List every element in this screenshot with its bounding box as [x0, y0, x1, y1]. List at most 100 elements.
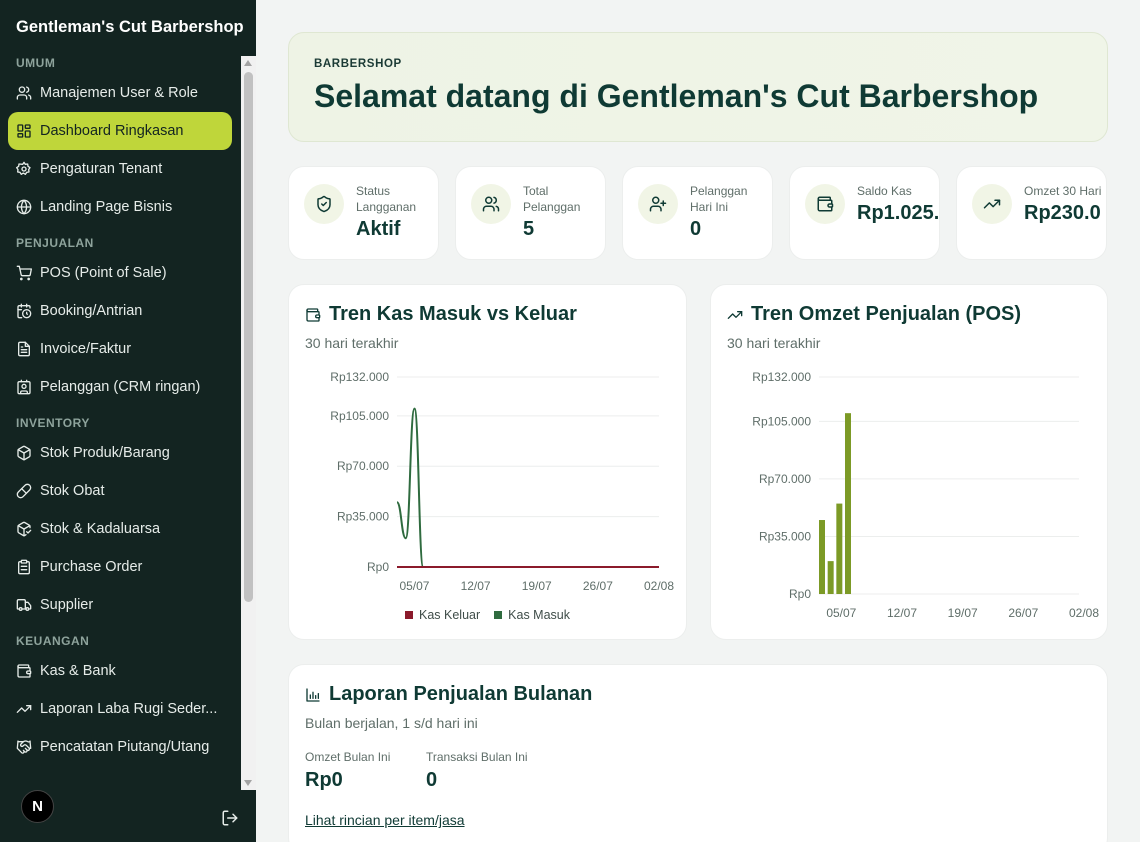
x-tick-label: 05/07 — [826, 606, 856, 620]
sidebar-item-booking-antrian[interactable]: Booking/Antrian — [8, 292, 232, 330]
monthly-report-title-text: Laporan Penjualan Bulanan — [329, 683, 593, 705]
gear-icon — [16, 161, 32, 177]
y-tick-label: Rp0 — [789, 587, 811, 601]
monthly-report-card: Laporan Penjualan Bulanan Bulan berjalan… — [288, 664, 1108, 842]
stat-label: Omzet 30 Hari — [1024, 183, 1101, 199]
sidebar-item-dashboard-ringkasan[interactable]: Dashboard Ringkasan — [8, 112, 232, 150]
sidebar-item-supplier[interactable]: Supplier — [8, 586, 232, 624]
legend-label-kas-masuk: Kas Masuk — [508, 608, 570, 622]
page-title: Selamat datang di Gentleman's Cut Barber… — [314, 78, 1039, 114]
sidebar-item-laporan-laba-rugi-seder[interactable]: Laporan Laba Rugi Seder... — [8, 690, 232, 728]
sidebar-item-label: Stok Produk/Barang — [40, 445, 170, 461]
x-tick-label: 02/08 — [1069, 606, 1099, 620]
cash-trend-legend: Kas Keluar Kas Masuk — [289, 608, 686, 622]
scroll-up-icon[interactable] — [244, 60, 252, 66]
sidebar-item-label: Stok & Kadaluarsa — [40, 521, 161, 537]
users-icon — [16, 85, 32, 101]
shield-check-icon — [304, 184, 344, 224]
x-tick-label: 26/07 — [1008, 606, 1038, 620]
stat-label-line: Omzet 30 Hari — [1024, 184, 1102, 198]
sidebar-item-purchase-order[interactable]: Purchase Order — [8, 548, 232, 586]
users-icon — [471, 184, 511, 224]
sidebar-item-label: Purchase Order — [40, 559, 143, 575]
stat-label: Saldo Kas — [857, 183, 912, 199]
scrollbar-thumb[interactable] — [244, 72, 253, 602]
bar — [836, 503, 843, 594]
scroll-down-icon[interactable] — [244, 780, 252, 786]
logout-icon[interactable] — [221, 809, 239, 827]
sidebar-item-label: Pencatatan Piutang/Utang — [40, 739, 210, 755]
stat-label: Status Langganan — [356, 183, 416, 215]
sidebar-item-pelanggan-crm-ringan[interactable]: Pelanggan (CRM ringan) — [8, 368, 232, 406]
stat-label: Pelanggan Hari Ini — [690, 183, 747, 215]
sidebar-item-landing-page-bisnis[interactable]: Landing Page Bisnis — [8, 188, 232, 226]
legend-item-kas-masuk[interactable]: Kas Masuk — [494, 608, 570, 622]
x-tick-label: 26/07 — [583, 579, 613, 593]
stat-label-line: Pelanggan — [690, 184, 748, 198]
stat-label-line: Saldo Kas — [857, 184, 912, 198]
stat-label-line: Pelanggan — [523, 200, 581, 214]
bar — [819, 520, 825, 594]
sidebar-scrollbar[interactable] — [241, 56, 256, 790]
sidebar-item-pencatatan-piutang-utang[interactable]: Pencatatan Piutang/Utang — [8, 728, 232, 766]
sidebar-item-stok-kadaluarsa[interactable]: Stok & Kadaluarsa — [8, 510, 232, 548]
y-tick-label: Rp132.000 — [330, 370, 389, 384]
bar-chart-icon — [305, 687, 321, 703]
y-tick-label: Rp0 — [367, 560, 389, 574]
legend-label-kas-keluar: Kas Keluar — [419, 608, 481, 622]
stat-value: 5 — [523, 218, 535, 240]
stats-row: Status Langganan Aktif Total Pelanggan 5 Pelan… — [288, 166, 1107, 260]
x-tick-label: 05/07 — [399, 579, 429, 593]
sidebar-item-label: Invoice/Faktur — [40, 341, 132, 357]
stat-label-line: Total — [523, 184, 549, 198]
stat-value: 0 — [690, 218, 702, 240]
bar — [827, 561, 834, 594]
y-tick-label: Rp105.000 — [752, 414, 811, 428]
sidebar-section-inventory: INVENTORY — [16, 416, 90, 430]
welcome-banner: BARBERSHOP Selamat datang di Gentleman's… — [288, 32, 1108, 142]
sidebar-item-pos-point-of-sale[interactable]: POS (Point of Sale) — [8, 254, 232, 292]
x-tick-label: 12/07 — [887, 606, 917, 620]
x-tick-label: 02/08 — [644, 579, 674, 593]
sidebar-item-label: Laporan Laba Rugi Seder... — [40, 701, 218, 717]
stat-card: Saldo Kas Rp1.025. — [789, 166, 940, 260]
legend-item-kas-keluar[interactable]: Kas Keluar — [405, 608, 480, 622]
sidebar-item-invoice-faktur[interactable]: Invoice/Faktur — [8, 330, 232, 368]
avatar[interactable]: N — [21, 790, 54, 823]
sales-trend-title-text: Tren Omzet Penjualan (POS) — [751, 303, 1022, 325]
monthly-report-title: Laporan Penjualan Bulanan — [305, 683, 592, 706]
transactions-month-value: 0 — [426, 769, 438, 791]
sidebar-item-kas-bank[interactable]: Kas & Bank — [8, 652, 232, 690]
cash-trend-card: Tren Kas Masuk vs Keluar 30 hari terakhi… — [288, 284, 687, 640]
stat-label-line: Hari Ini — [690, 200, 729, 214]
cart-icon — [16, 265, 32, 281]
brand-title: Gentleman's Cut Barbershop — [16, 18, 244, 36]
y-tick-label: Rp105.000 — [330, 409, 389, 423]
stat-card: Pelanggan Hari Ini 0 — [622, 166, 773, 260]
sidebar-item-label: Landing Page Bisnis — [40, 199, 173, 215]
sidebar-item-label: Pengaturan Tenant — [40, 161, 163, 177]
contact-icon — [16, 379, 32, 395]
x-tick-label: 19/07 — [522, 579, 552, 593]
stat-card: Status Langganan Aktif — [288, 166, 439, 260]
sidebar: Gentleman's Cut Barbershop UMUM Manajemen… — [0, 0, 256, 842]
sidebar-item-stok-produk-barang[interactable]: Stok Produk/Barang — [8, 434, 232, 472]
sidebar-section-penjualan: PENJUALAN — [16, 236, 94, 250]
stat-label: Total Pelanggan — [523, 183, 580, 215]
item-detail-link[interactable]: Lihat rincian per item/jasa — [305, 812, 465, 828]
sidebar-nav: UMUM Manajemen User & Role Dashboard Ringk… — [0, 52, 240, 790]
calendar-clock-icon — [16, 303, 32, 319]
omzet-month-value: Rp0 — [305, 769, 343, 791]
wallet-icon — [805, 184, 845, 224]
y-tick-label: Rp35.000 — [337, 510, 389, 524]
cash-trend-chart: Rp0 Rp35.000 Rp70.000 Rp105.000 Rp132.000 05/… — [330, 370, 674, 593]
grid-icon — [16, 123, 32, 139]
sidebar-item-label: Stok Obat — [40, 483, 105, 499]
sidebar-item-manajemen-user-role[interactable]: Manajemen User & Role — [8, 74, 232, 112]
sidebar-item-label: Kas & Bank — [40, 663, 116, 679]
sidebar-item-label: Dashboard Ringkasan — [40, 123, 184, 139]
sidebar-item-pengaturan-tenant[interactable]: Pengaturan Tenant — [8, 150, 232, 188]
sidebar-section-keuangan: KEUANGAN — [16, 634, 90, 648]
sidebar-item-stok-obat[interactable]: Stok Obat — [8, 472, 232, 510]
sidebar-section-umum: UMUM — [16, 56, 56, 70]
